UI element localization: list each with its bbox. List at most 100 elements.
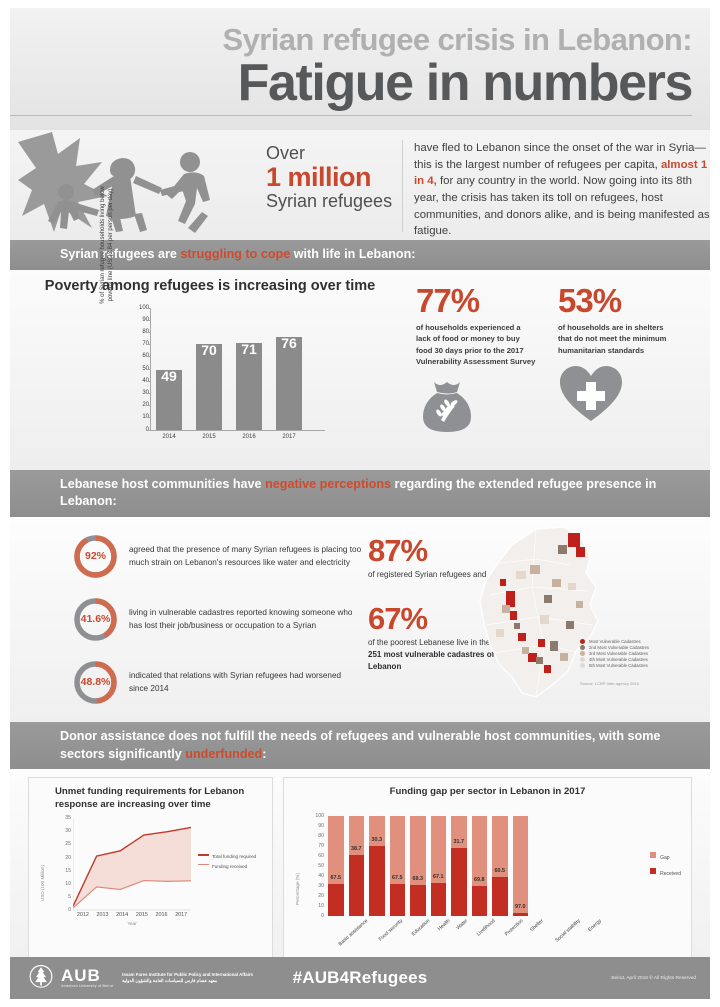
map-legend-row: Most Vulnerable Cadastres xyxy=(580,638,649,644)
map-legend-swatch xyxy=(580,662,585,668)
donut-value: 92% xyxy=(84,550,106,563)
line-chart-x-tick: 2012 xyxy=(76,912,89,919)
poverty-y-tick: 40 xyxy=(142,377,149,384)
gap-chart-x-tick: Social stability xyxy=(554,918,582,944)
gap-chart-x-labels: Basic assistance Food security Education He… xyxy=(328,918,603,947)
poverty-x-axis xyxy=(150,429,325,431)
title-divider xyxy=(10,115,692,117)
refugee-family-illustration xyxy=(10,130,268,240)
map-legend-label: 3rd Most Vulnerable Cadastres xyxy=(589,650,649,656)
map-legend-label: 5th Most Vulnerable Cadastres xyxy=(589,662,648,668)
poverty-tick-mark xyxy=(147,380,150,382)
hero-body-text: have fled to Lebanon since the onset of … xyxy=(414,140,714,240)
big-stat-sub-bold: 251 most vulnerable cadastres of Lebanon xyxy=(368,649,495,671)
gap-value-label: 31.7 xyxy=(453,838,465,845)
poverty-tick-mark xyxy=(147,417,150,419)
poverty-x-tick-label: 2014 xyxy=(162,433,176,440)
poverty-x-tick-label: 2017 xyxy=(282,433,296,440)
gap-chart-y-label: Percentage (%) xyxy=(295,873,300,906)
gap-chart-x-tick: Food security xyxy=(377,918,405,943)
gap-segment xyxy=(430,816,446,884)
gap-chart-y-tick: 30 xyxy=(318,883,324,890)
received-segment xyxy=(451,847,467,917)
poverty-y-axis-label: % of Syrian refugee households living be… xyxy=(100,185,114,304)
poverty-y-tick: 90 xyxy=(142,316,149,323)
aub-institute-ar: معهد عصام فارس للسياسات العامة والشؤون ا… xyxy=(122,978,218,983)
hero-big-number: 1 million xyxy=(266,161,372,192)
gap-segment xyxy=(492,816,508,877)
big-stat-87: 87% of registered Syrian refugees and xyxy=(368,535,498,581)
aub-institute-en: Issam Fares Institute for Public Policy … xyxy=(122,971,253,977)
gap-segment xyxy=(328,816,344,884)
received-segment xyxy=(348,854,364,917)
poverty-x-tick-labels: 2014 2015 2016 2017 xyxy=(156,434,316,440)
received-segment xyxy=(492,876,508,917)
gap-chart-plot: 67.5 38.7 30.3 67.5 69.3 67.1 31.7 69.8 60.5 97.0 xyxy=(328,816,528,917)
map-legend-label: 2nd Most Vulnerable Cadastres xyxy=(589,644,650,650)
donut-stat-row: 92% agreed that the presence of many Syri… xyxy=(72,533,362,580)
gap-chart-y-ticks: 0 10 20 30 40 50 60 70 80 90 100 xyxy=(306,813,324,919)
aub-cedar-tree-icon xyxy=(29,964,53,988)
donut-stat-row: 48.8% indicated that relations with Syria… xyxy=(72,659,362,706)
poverty-tick-mark xyxy=(147,344,150,346)
gap-chart-column: 69.8 xyxy=(471,816,487,917)
footer-copyright: Beirut, April 2018 © All Rights Reserved xyxy=(611,975,696,981)
gap-chart-x-tick: Livelihood xyxy=(475,918,497,938)
donut-chart: 48.8% xyxy=(72,659,119,706)
poverty-tick-mark xyxy=(147,332,150,334)
gap-value-label: 30.3 xyxy=(371,837,383,844)
line-chart-plot xyxy=(72,818,205,911)
gap-segment xyxy=(512,816,528,914)
section-2-band: Lebanese host communities have negative … xyxy=(10,469,710,517)
map-legend-row: 5th Most Vulnerable Cadastres xyxy=(580,662,649,668)
gap-legend-label: Received xyxy=(660,870,681,877)
gap-value-label: 38.7 xyxy=(351,845,362,852)
hero-body-highlight: almost 1 in 4, xyxy=(414,158,708,188)
stat-value-77: 77% xyxy=(416,281,480,319)
map-legend-swatch xyxy=(580,644,585,650)
poverty-chart-title: Poverty among refugees is increasing ove… xyxy=(44,277,376,294)
poverty-y-tick: 30 xyxy=(142,390,149,397)
gap-chart-y-tick: 20 xyxy=(318,893,324,900)
gap-legend-item: Gap xyxy=(650,852,681,863)
poverty-x-tick-label: 2016 xyxy=(242,433,256,440)
poverty-bar-wrap: 49 xyxy=(156,368,182,430)
big-stat-67: 67% of the poorest Lebanese live in the … xyxy=(368,603,498,673)
received-segment xyxy=(430,883,446,917)
family-silhouette-icon xyxy=(18,132,210,233)
line-chart-x-labels: 2012 2013 2014 2015 2016 2017 xyxy=(73,912,191,918)
received-segment xyxy=(369,846,385,917)
poverty-bar-value: 71 xyxy=(241,341,257,358)
aub-logo-sub: American University of Beirut xyxy=(61,984,114,989)
poverty-bars: 49 70 71 76 xyxy=(156,308,316,430)
section-2-big-stats: 87% of registered Syrian refugees and 67… xyxy=(368,535,498,673)
line-legend-swatch xyxy=(198,863,209,866)
gap-segment xyxy=(369,816,385,847)
gap-chart-y-tick: 90 xyxy=(318,823,324,830)
donut-value: 48.8% xyxy=(80,676,111,689)
big-stat-sub-67: of the poorest Lebanese live in the 251 … xyxy=(368,637,498,673)
gap-bar-chart: Percentage (%) 0 10 20 30 40 50 60 70 80 90 100 67… xyxy=(294,808,683,961)
poverty-tick-mark xyxy=(147,405,150,407)
donut-description: indicated that relations with Syrian ref… xyxy=(129,671,342,694)
food-sack-icon xyxy=(416,376,536,439)
gap-value-label: 67.5 xyxy=(392,874,403,881)
hero-divider xyxy=(402,140,403,232)
donut-description: agreed that the presence of many Syrian … xyxy=(129,545,362,568)
gap-chart-x-tick: Basic assistance xyxy=(337,918,370,948)
section-3-band: Donor assistance does not fulfill the ne… xyxy=(10,721,710,770)
section-1-body: Poverty among refugees is increasing ove… xyxy=(10,186,710,470)
hero-over-label: Over xyxy=(266,143,306,163)
band1-highlight: struggling to cope xyxy=(180,247,291,261)
poverty-bar: 76 xyxy=(276,335,302,430)
line-chart-y-tick: 20 xyxy=(65,854,71,861)
band2-highlight: negative perceptions xyxy=(265,476,392,491)
band3-highlight: underfunded xyxy=(185,746,263,761)
poverty-tick-mark xyxy=(147,368,150,370)
section-1-band: Syrian refugees are struggling to cope w… xyxy=(10,240,710,270)
gap-segment xyxy=(389,816,405,884)
donut-description: living in vulnerable cadastres reported … xyxy=(129,608,353,631)
gap-chart-title: Funding gap per sector in Lebanon in 201… xyxy=(389,786,586,798)
received-segment xyxy=(389,883,405,917)
